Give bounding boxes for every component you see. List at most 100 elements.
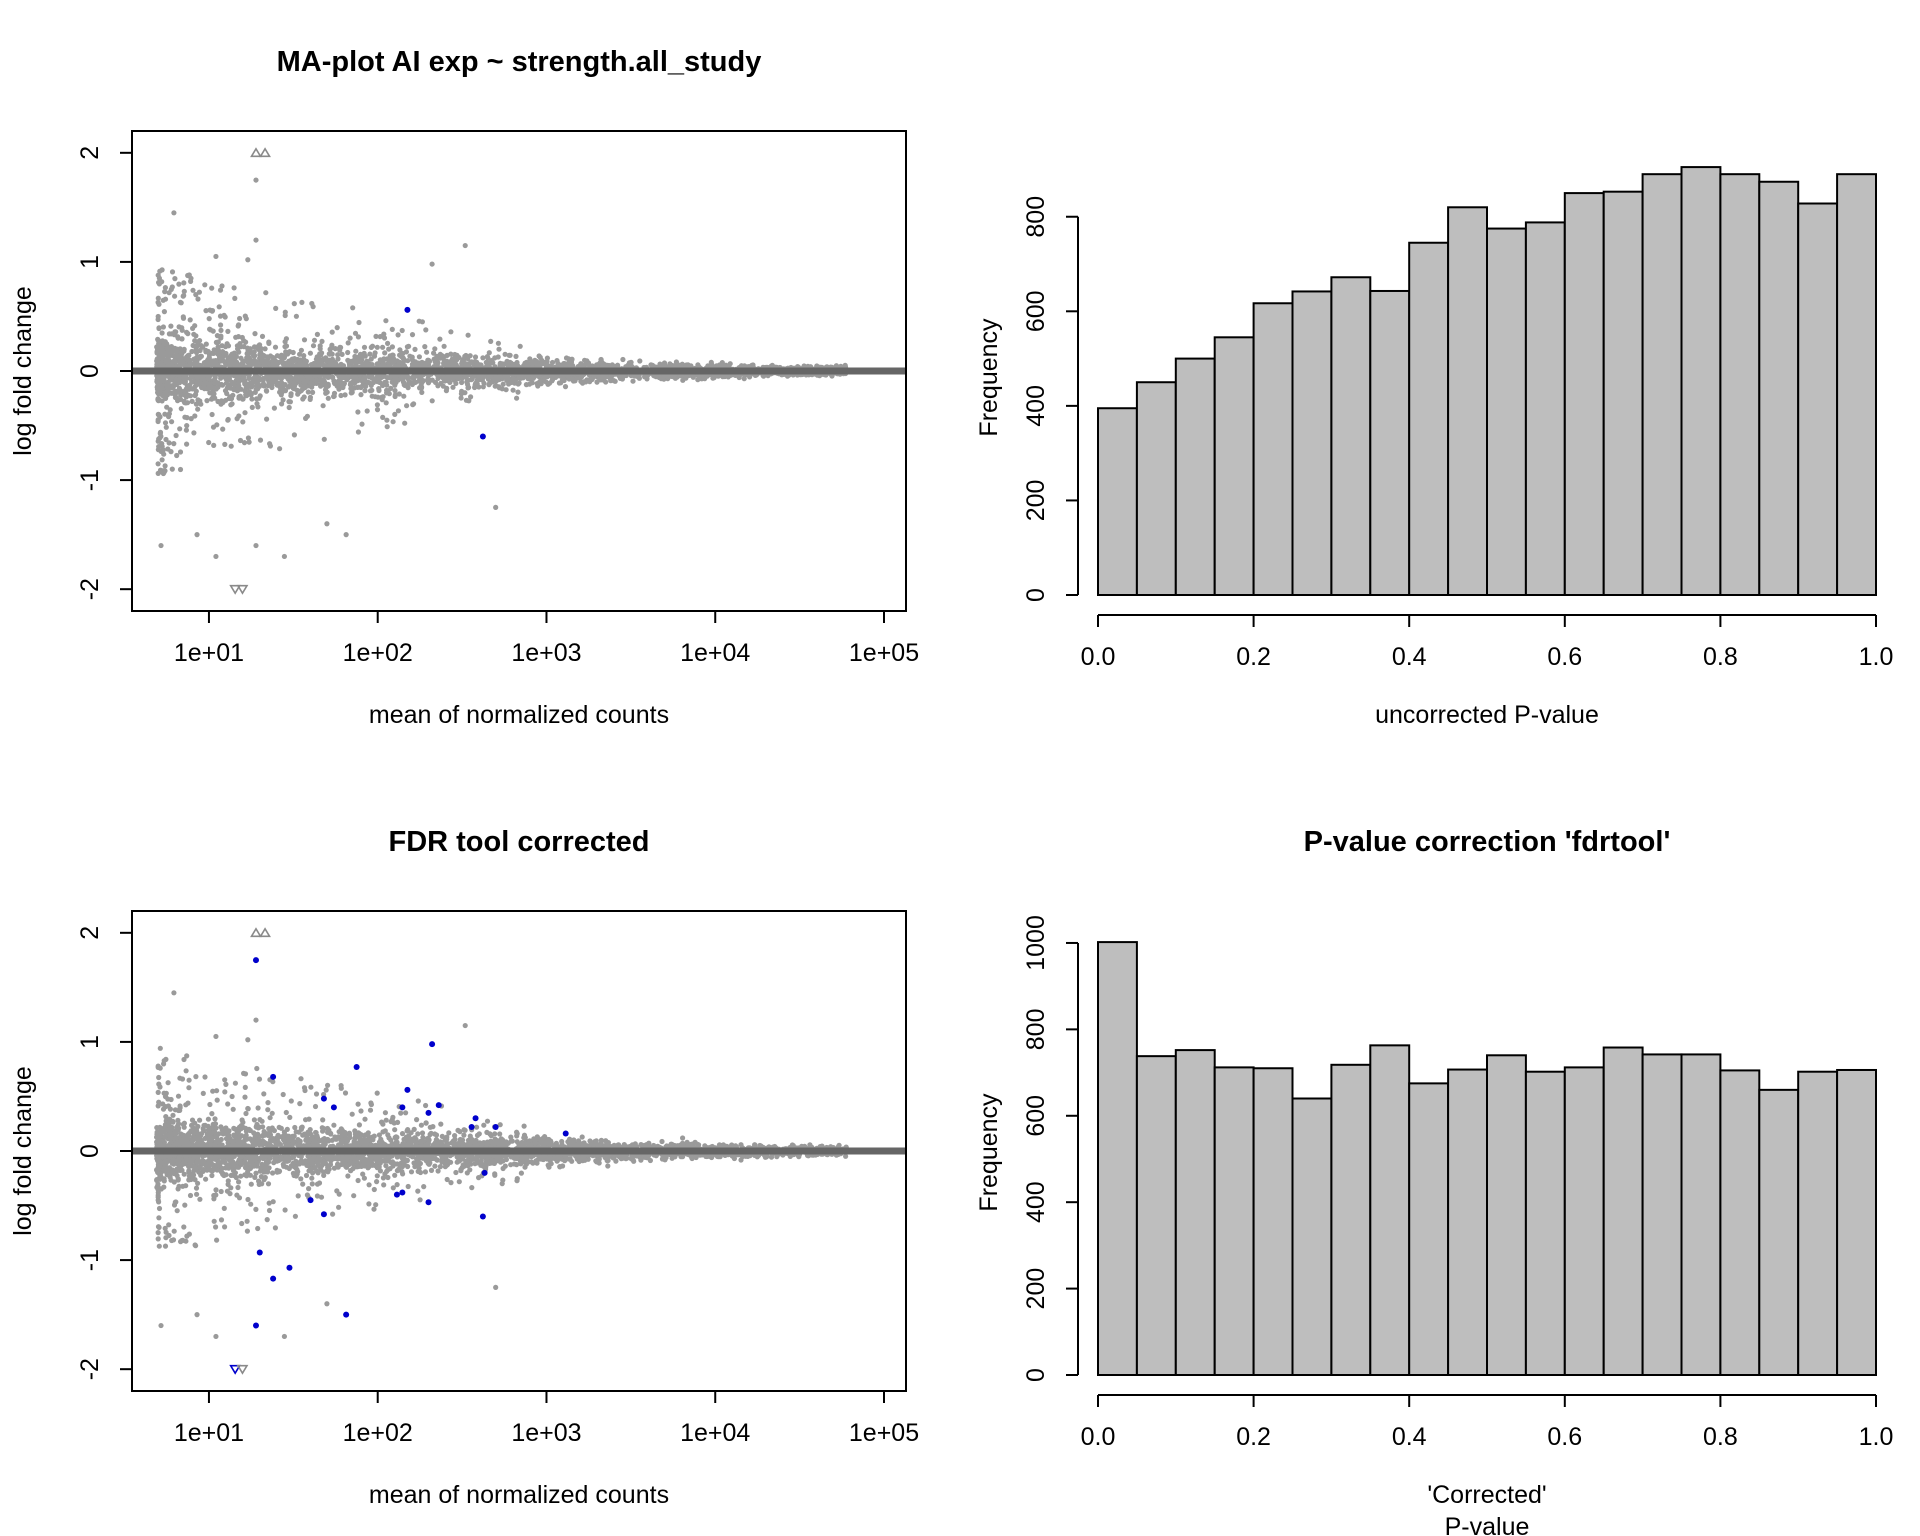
y-tick-label: 800 <box>1022 196 1050 238</box>
gene-point <box>368 344 374 350</box>
histogram-bar <box>1135 381 1177 597</box>
gene-point <box>570 376 576 383</box>
significant-point <box>404 306 411 313</box>
gene-point <box>310 304 316 310</box>
gene-point <box>494 377 500 383</box>
gene-point <box>338 392 344 399</box>
gene-point <box>236 377 242 383</box>
gene-point <box>249 404 255 410</box>
gene-point <box>176 324 182 330</box>
gene-point <box>273 373 279 380</box>
gene-point <box>170 1112 176 1118</box>
gene-point <box>192 413 198 419</box>
gene-point <box>382 350 388 356</box>
gene-point <box>164 404 170 410</box>
gene-point <box>156 348 162 354</box>
gene-point <box>463 397 469 403</box>
gene-point <box>427 358 433 364</box>
gene-point <box>411 360 417 366</box>
gene-point <box>510 387 516 393</box>
gene-point <box>375 394 381 400</box>
gene-point <box>444 358 450 364</box>
gene-point <box>419 389 425 395</box>
gene-point <box>166 414 172 420</box>
gene-point <box>444 385 450 391</box>
gene-point <box>260 353 266 359</box>
gene-point <box>191 430 197 436</box>
gene-point <box>288 393 294 399</box>
gene-point <box>395 332 401 338</box>
gene-point <box>236 322 242 328</box>
outlier-point <box>213 253 219 260</box>
gene-point <box>716 362 723 368</box>
gene-point <box>521 363 527 369</box>
histogram-bar <box>1524 221 1566 596</box>
gene-point <box>214 422 220 428</box>
gene-point <box>205 357 211 363</box>
gene-point <box>168 286 174 292</box>
gene-point <box>303 1172 310 1179</box>
gene-point <box>371 1133 377 1139</box>
gene-point <box>203 341 209 347</box>
histogram-bar <box>1797 202 1839 596</box>
gene-point <box>190 325 196 331</box>
gene-point <box>465 332 471 338</box>
gene-point <box>189 398 195 404</box>
gene-point <box>565 360 572 366</box>
gene-point <box>230 356 237 362</box>
gene-point <box>325 374 331 380</box>
gene-point <box>195 397 201 403</box>
histogram-bar <box>1758 180 1800 596</box>
y-axis-label: Frequency <box>975 318 1003 437</box>
gene-point <box>277 446 283 452</box>
y-tick-label: 0 <box>76 364 104 378</box>
gene-point <box>441 378 447 384</box>
gene-point <box>228 385 234 391</box>
gene-point <box>263 290 269 296</box>
gene-point <box>405 385 411 391</box>
gene-point <box>181 280 187 286</box>
gene-point <box>181 374 188 380</box>
gene-point <box>469 359 475 365</box>
gene-point <box>205 1116 211 1122</box>
gene-point <box>157 268 163 274</box>
gene-point <box>462 353 468 359</box>
gene-point <box>301 353 307 359</box>
gene-point <box>476 384 482 390</box>
gene-point <box>487 360 493 366</box>
gene-point <box>157 430 163 437</box>
gene-point <box>380 344 386 350</box>
histogram-bar <box>1369 289 1411 596</box>
gene-point <box>513 353 519 359</box>
gene-point <box>155 295 161 301</box>
gene-point <box>628 359 634 365</box>
gene-point <box>232 295 238 301</box>
y-tick-label: 1 <box>76 255 104 269</box>
gene-point <box>176 281 182 287</box>
gene-point <box>484 354 490 360</box>
gene-point <box>155 313 161 320</box>
x-tick-label: 0.0 <box>1081 643 1116 671</box>
gene-point <box>375 378 382 384</box>
gene-point <box>215 339 221 345</box>
gene-point <box>172 276 178 282</box>
histogram-bars <box>1097 166 1877 597</box>
gene-point <box>458 395 464 401</box>
gene-point <box>326 351 332 357</box>
gene-point <box>225 416 231 423</box>
y-tick-label: 200 <box>1022 480 1050 522</box>
gene-point <box>210 328 216 334</box>
gene-point <box>203 1176 209 1182</box>
gene-point <box>675 362 681 368</box>
gene-point <box>355 409 361 415</box>
gene-point <box>345 340 351 346</box>
gene-point <box>361 350 367 356</box>
gene-point <box>319 338 325 344</box>
outlier-point <box>324 521 330 527</box>
gene-point <box>195 296 201 302</box>
gene-point <box>336 374 342 380</box>
gene-point <box>563 355 570 361</box>
gene-point <box>290 358 296 364</box>
gene-point <box>236 413 242 419</box>
gene-point <box>534 362 540 368</box>
